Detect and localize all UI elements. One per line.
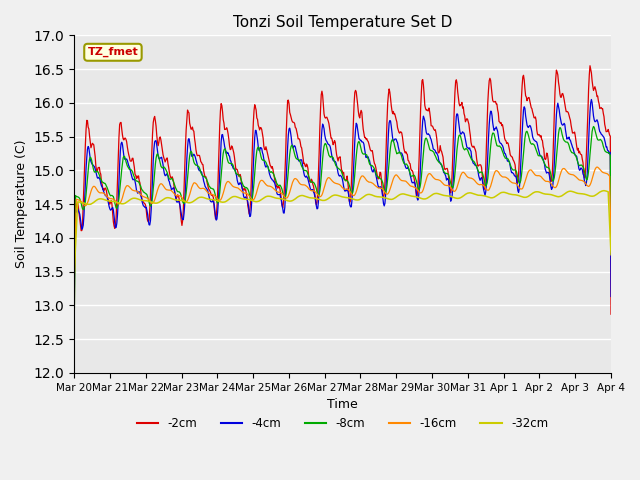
-32cm xyxy=(133,196,141,202)
Line: -2cm: -2cm xyxy=(74,66,611,360)
-32cm xyxy=(428,192,436,198)
Title: Tonzi Soil Temperature Set D: Tonzi Soil Temperature Set D xyxy=(233,15,452,30)
-4cm xyxy=(70,330,78,336)
Line: -32cm: -32cm xyxy=(74,191,611,275)
-4cm xyxy=(259,150,266,156)
-2cm xyxy=(70,357,78,362)
-16cm xyxy=(279,192,287,197)
-32cm xyxy=(607,252,615,258)
-2cm xyxy=(398,130,406,136)
-32cm xyxy=(398,191,406,197)
-32cm xyxy=(70,272,78,278)
-4cm xyxy=(607,294,615,300)
-16cm xyxy=(133,189,141,194)
-2cm xyxy=(428,123,436,129)
-8cm xyxy=(607,232,615,238)
-2cm xyxy=(259,131,266,137)
-32cm xyxy=(279,196,287,202)
-4cm xyxy=(133,189,141,195)
-2cm xyxy=(279,205,287,211)
Line: -16cm: -16cm xyxy=(74,167,611,285)
-8cm xyxy=(232,170,239,176)
Y-axis label: Soil Temperature (C): Soil Temperature (C) xyxy=(15,140,28,268)
-2cm xyxy=(607,312,615,317)
-16cm xyxy=(232,185,239,191)
-16cm xyxy=(607,239,615,245)
-8cm xyxy=(279,190,287,195)
-8cm xyxy=(133,178,141,184)
-8cm xyxy=(259,157,266,163)
-16cm xyxy=(259,178,266,183)
Line: -4cm: -4cm xyxy=(74,99,611,333)
-4cm xyxy=(279,206,287,212)
-16cm xyxy=(70,282,78,288)
-8cm xyxy=(398,154,406,159)
-16cm xyxy=(593,164,601,170)
-16cm xyxy=(428,173,436,179)
-4cm xyxy=(588,96,595,102)
X-axis label: Time: Time xyxy=(327,398,358,411)
-2cm xyxy=(586,63,594,69)
-8cm xyxy=(70,330,78,336)
-4cm xyxy=(428,140,436,145)
Text: TZ_fmet: TZ_fmet xyxy=(88,47,138,58)
Legend: -2cm, -4cm, -8cm, -16cm, -32cm: -2cm, -4cm, -8cm, -16cm, -32cm xyxy=(132,412,553,434)
-32cm xyxy=(259,196,266,202)
-32cm xyxy=(600,188,608,193)
-32cm xyxy=(232,194,239,200)
-2cm xyxy=(232,167,239,172)
-16cm xyxy=(398,178,406,183)
-4cm xyxy=(232,170,239,176)
-4cm xyxy=(398,150,406,156)
-8cm xyxy=(589,124,597,130)
-2cm xyxy=(133,173,141,179)
-8cm xyxy=(428,147,436,153)
Line: -8cm: -8cm xyxy=(74,127,611,333)
